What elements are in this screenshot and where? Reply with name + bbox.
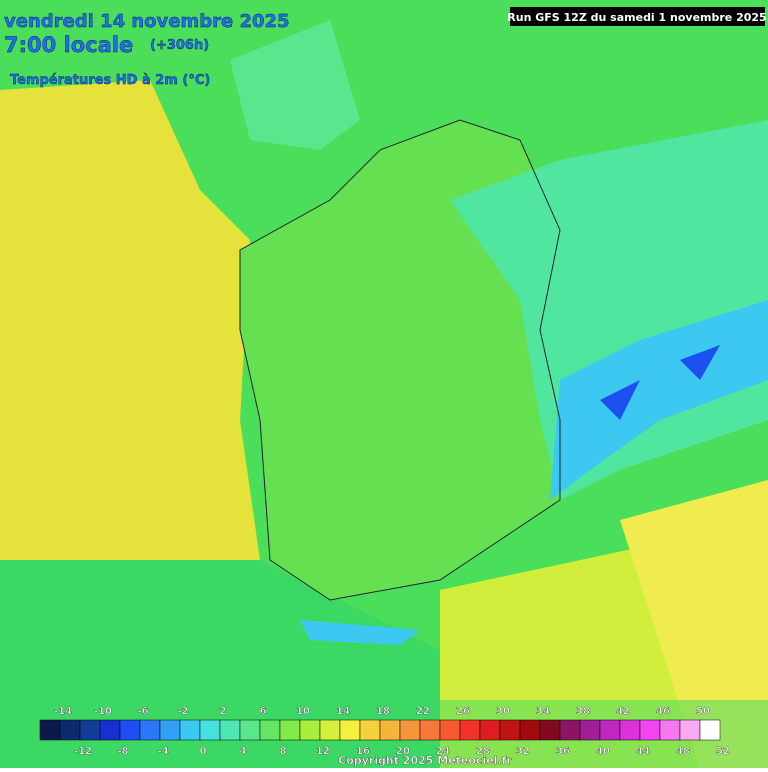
- color-cell: [619, 719, 641, 741]
- color-cell: [39, 719, 61, 741]
- coastline: [239, 119, 561, 601]
- scale-label: 28: [476, 746, 490, 757]
- color-cell: [659, 719, 681, 741]
- scale-label: 30: [496, 706, 510, 717]
- scale-label: -2: [177, 706, 188, 717]
- pyrenees: [300, 620, 420, 645]
- scale-label: -10: [94, 706, 112, 717]
- scale-label: -8: [117, 746, 128, 757]
- run: Run GFS 12Z du samedi 1 novembre 2025: [507, 11, 766, 24]
- color-cell: [699, 719, 721, 741]
- color-cell: [639, 719, 661, 741]
- color-cell: [179, 719, 201, 741]
- scale-label: 8: [280, 746, 287, 757]
- cold-peaks: [600, 345, 720, 420]
- color-cell: [319, 719, 341, 741]
- scale-label: 4: [240, 746, 247, 757]
- color-cell: [519, 719, 541, 741]
- color-cell: [239, 719, 261, 741]
- scale-label: 50: [696, 706, 710, 717]
- colorbar: -14 -10 -6 -2 2 6 10 14 18 22 26 30 34 38 42 46 50-12 -8-…: [39, 706, 730, 757]
- color-cell: [479, 719, 501, 741]
- scale-label: 46: [656, 706, 670, 717]
- scale-label: 48: [676, 746, 690, 757]
- color-cell: [199, 719, 221, 741]
- color-cell: [339, 719, 361, 741]
- color-cell: [59, 719, 81, 741]
- color-cell: [299, 719, 321, 741]
- color-cell: [679, 719, 701, 741]
- scale-label: 20: [396, 746, 410, 757]
- scale-label: 36: [556, 746, 570, 757]
- color-cell: [219, 719, 241, 741]
- scale-label: 6: [260, 706, 267, 717]
- warm-sea: [620, 480, 768, 768]
- time: 7:00 locale: [4, 33, 133, 57]
- color-cell: [279, 719, 301, 741]
- scale-label: 16: [356, 746, 370, 757]
- run-box: [510, 7, 765, 26]
- color-cell: [499, 719, 521, 741]
- color-cell: [259, 719, 281, 741]
- scale-label: 2: [220, 706, 227, 717]
- copyright: Copyright 2025 Meteociel.fr: [338, 754, 512, 767]
- scale-label: 22: [416, 706, 430, 717]
- scale-label: 40: [596, 746, 610, 757]
- scale-label: 14: [336, 706, 350, 717]
- color-cell: [79, 719, 101, 741]
- color-cell: [439, 719, 461, 741]
- scale-label: 52: [716, 746, 730, 757]
- color-cell: [159, 719, 181, 741]
- lead-time: (+306h): [150, 38, 209, 53]
- field: Températures HD à 2m (°C): [10, 73, 210, 88]
- color-cell: [399, 719, 421, 741]
- warm-atlantic: [0, 80, 260, 560]
- color-cell: [559, 719, 581, 741]
- scale-label: -4: [157, 746, 168, 757]
- scale-label: 44: [636, 746, 650, 757]
- scale-label: 26: [456, 706, 470, 717]
- color-cell: [459, 719, 481, 741]
- scale-label: 38: [576, 706, 590, 717]
- color-cell: [119, 719, 141, 741]
- scale-label: 32: [516, 746, 530, 757]
- date: vendredi 14 novembre 2025: [4, 11, 290, 32]
- scale-label: 42: [616, 706, 630, 717]
- scale-label: 0: [200, 746, 207, 757]
- scale-label: 18: [376, 706, 390, 717]
- scale-label: 24: [436, 746, 450, 757]
- color-cell: [579, 719, 601, 741]
- england: [230, 20, 360, 150]
- color-cell: [379, 719, 401, 741]
- scale-label: -12: [74, 746, 92, 757]
- color-cell: [99, 719, 121, 741]
- scale-label: 34: [536, 706, 550, 717]
- scale-label: -6: [137, 706, 148, 717]
- color-cell: [139, 719, 161, 741]
- scale-label: 12: [316, 746, 330, 757]
- scale-label: 10: [296, 706, 310, 717]
- color-cell: [539, 719, 561, 741]
- color-cell: [599, 719, 621, 741]
- color-cell: [359, 719, 381, 741]
- color-cell: [419, 719, 441, 741]
- scale-label: -14: [54, 706, 72, 717]
